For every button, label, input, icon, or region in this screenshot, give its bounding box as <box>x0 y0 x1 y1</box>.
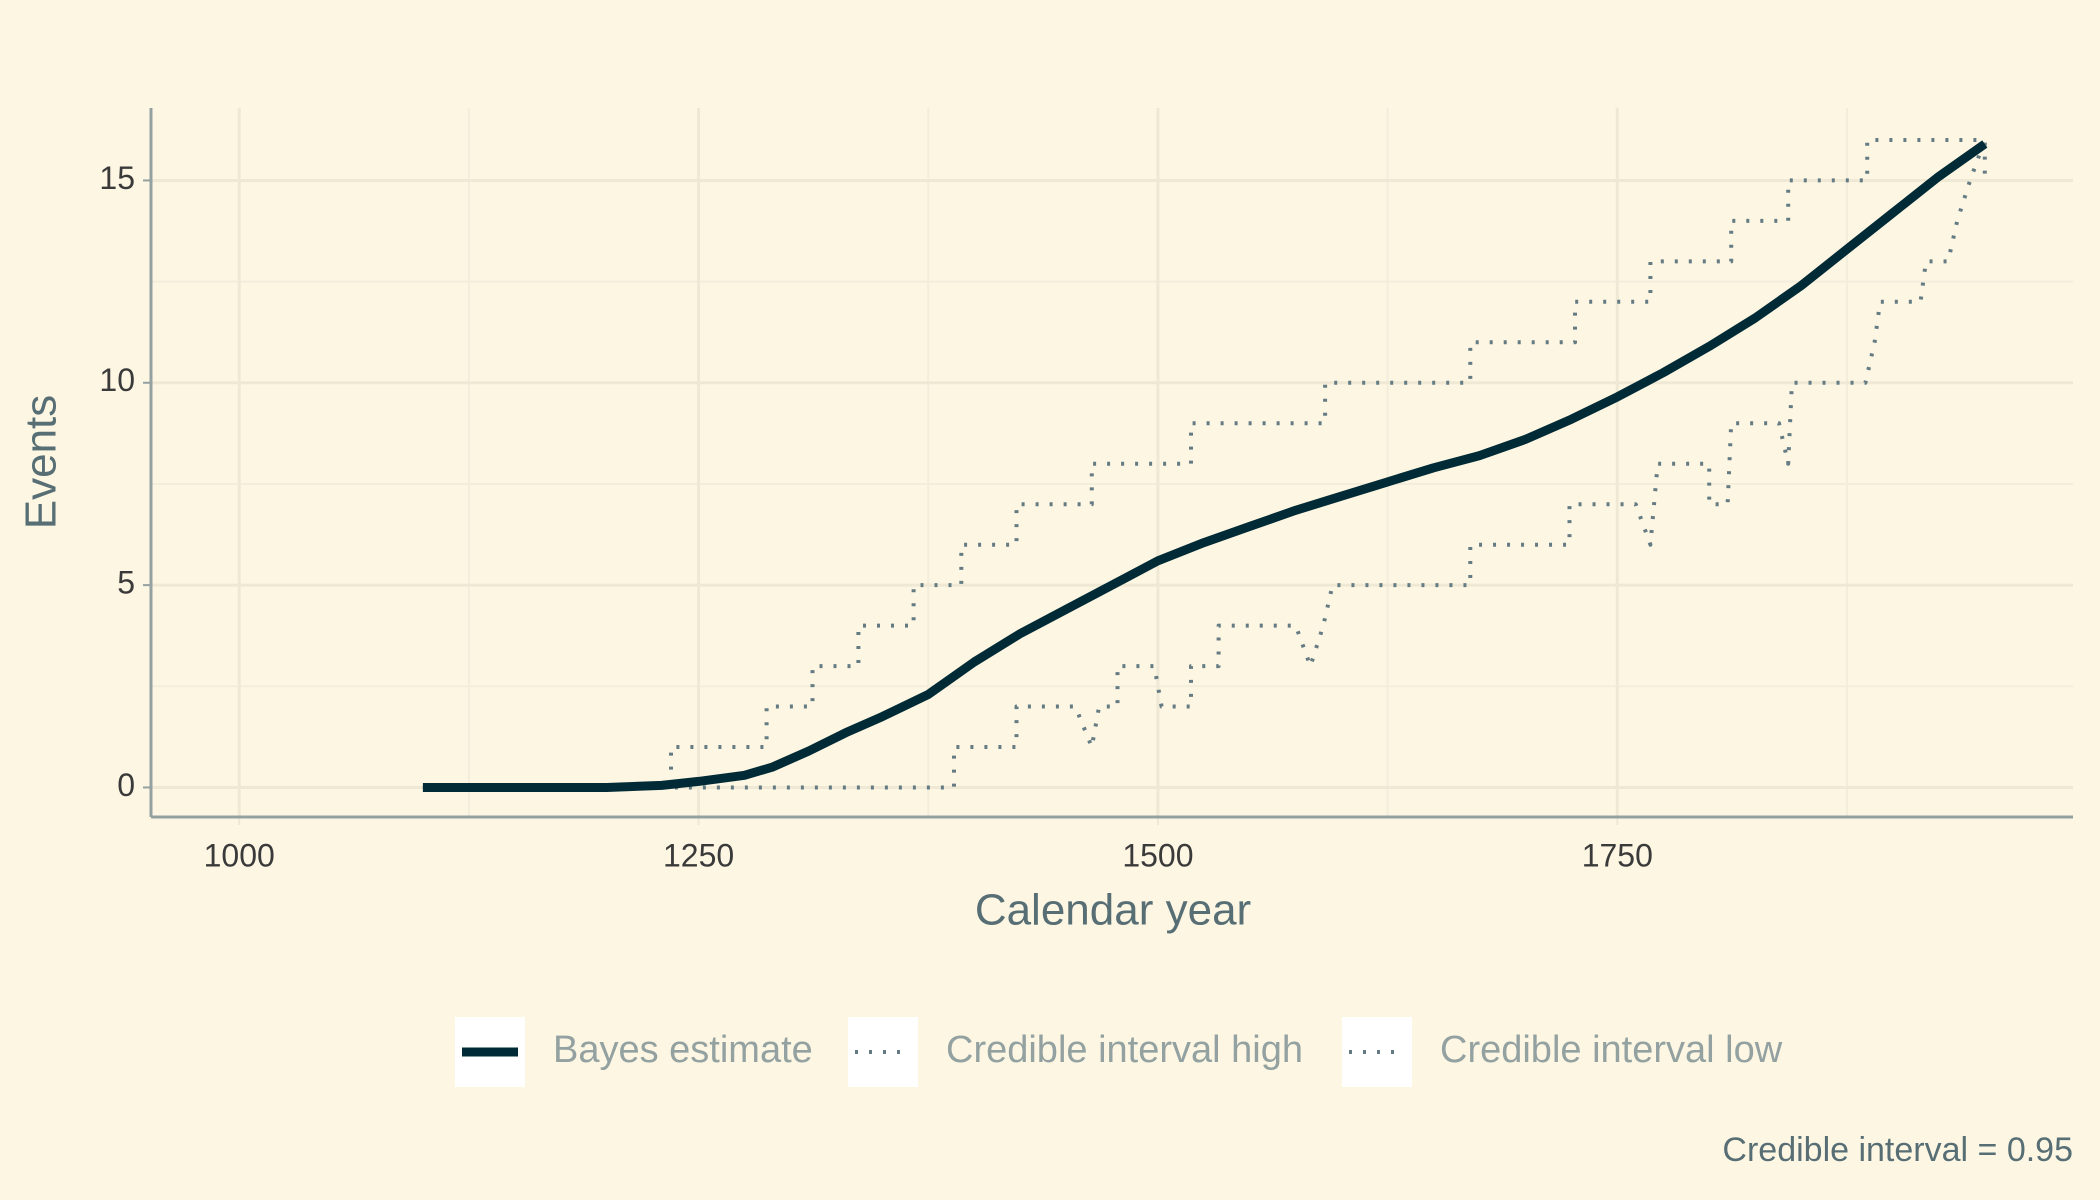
legend-label: Credible interval high <box>946 1029 1303 1071</box>
legend-label: Credible interval low <box>1440 1029 1783 1071</box>
line <box>422 140 1988 792</box>
x-tick-label: 1750 <box>1582 837 1653 873</box>
y-tick-label: 0 <box>117 767 135 803</box>
x-tick-label: 1250 <box>663 837 734 873</box>
y-tick-label: 10 <box>99 362 135 398</box>
y-axis-title: Events <box>17 395 66 530</box>
x-tick-label: 1000 <box>204 837 275 873</box>
x-tick-label: 1500 <box>1122 837 1193 873</box>
caption: Credible interval = 0.95 <box>1722 1131 2073 1169</box>
y-tick-label: 15 <box>99 160 135 196</box>
legend-label: Bayes estimate <box>553 1029 813 1071</box>
x-axis-title: Calendar year <box>975 886 1251 935</box>
line <box>422 139 1987 790</box>
y-tick-label: 5 <box>117 565 135 601</box>
